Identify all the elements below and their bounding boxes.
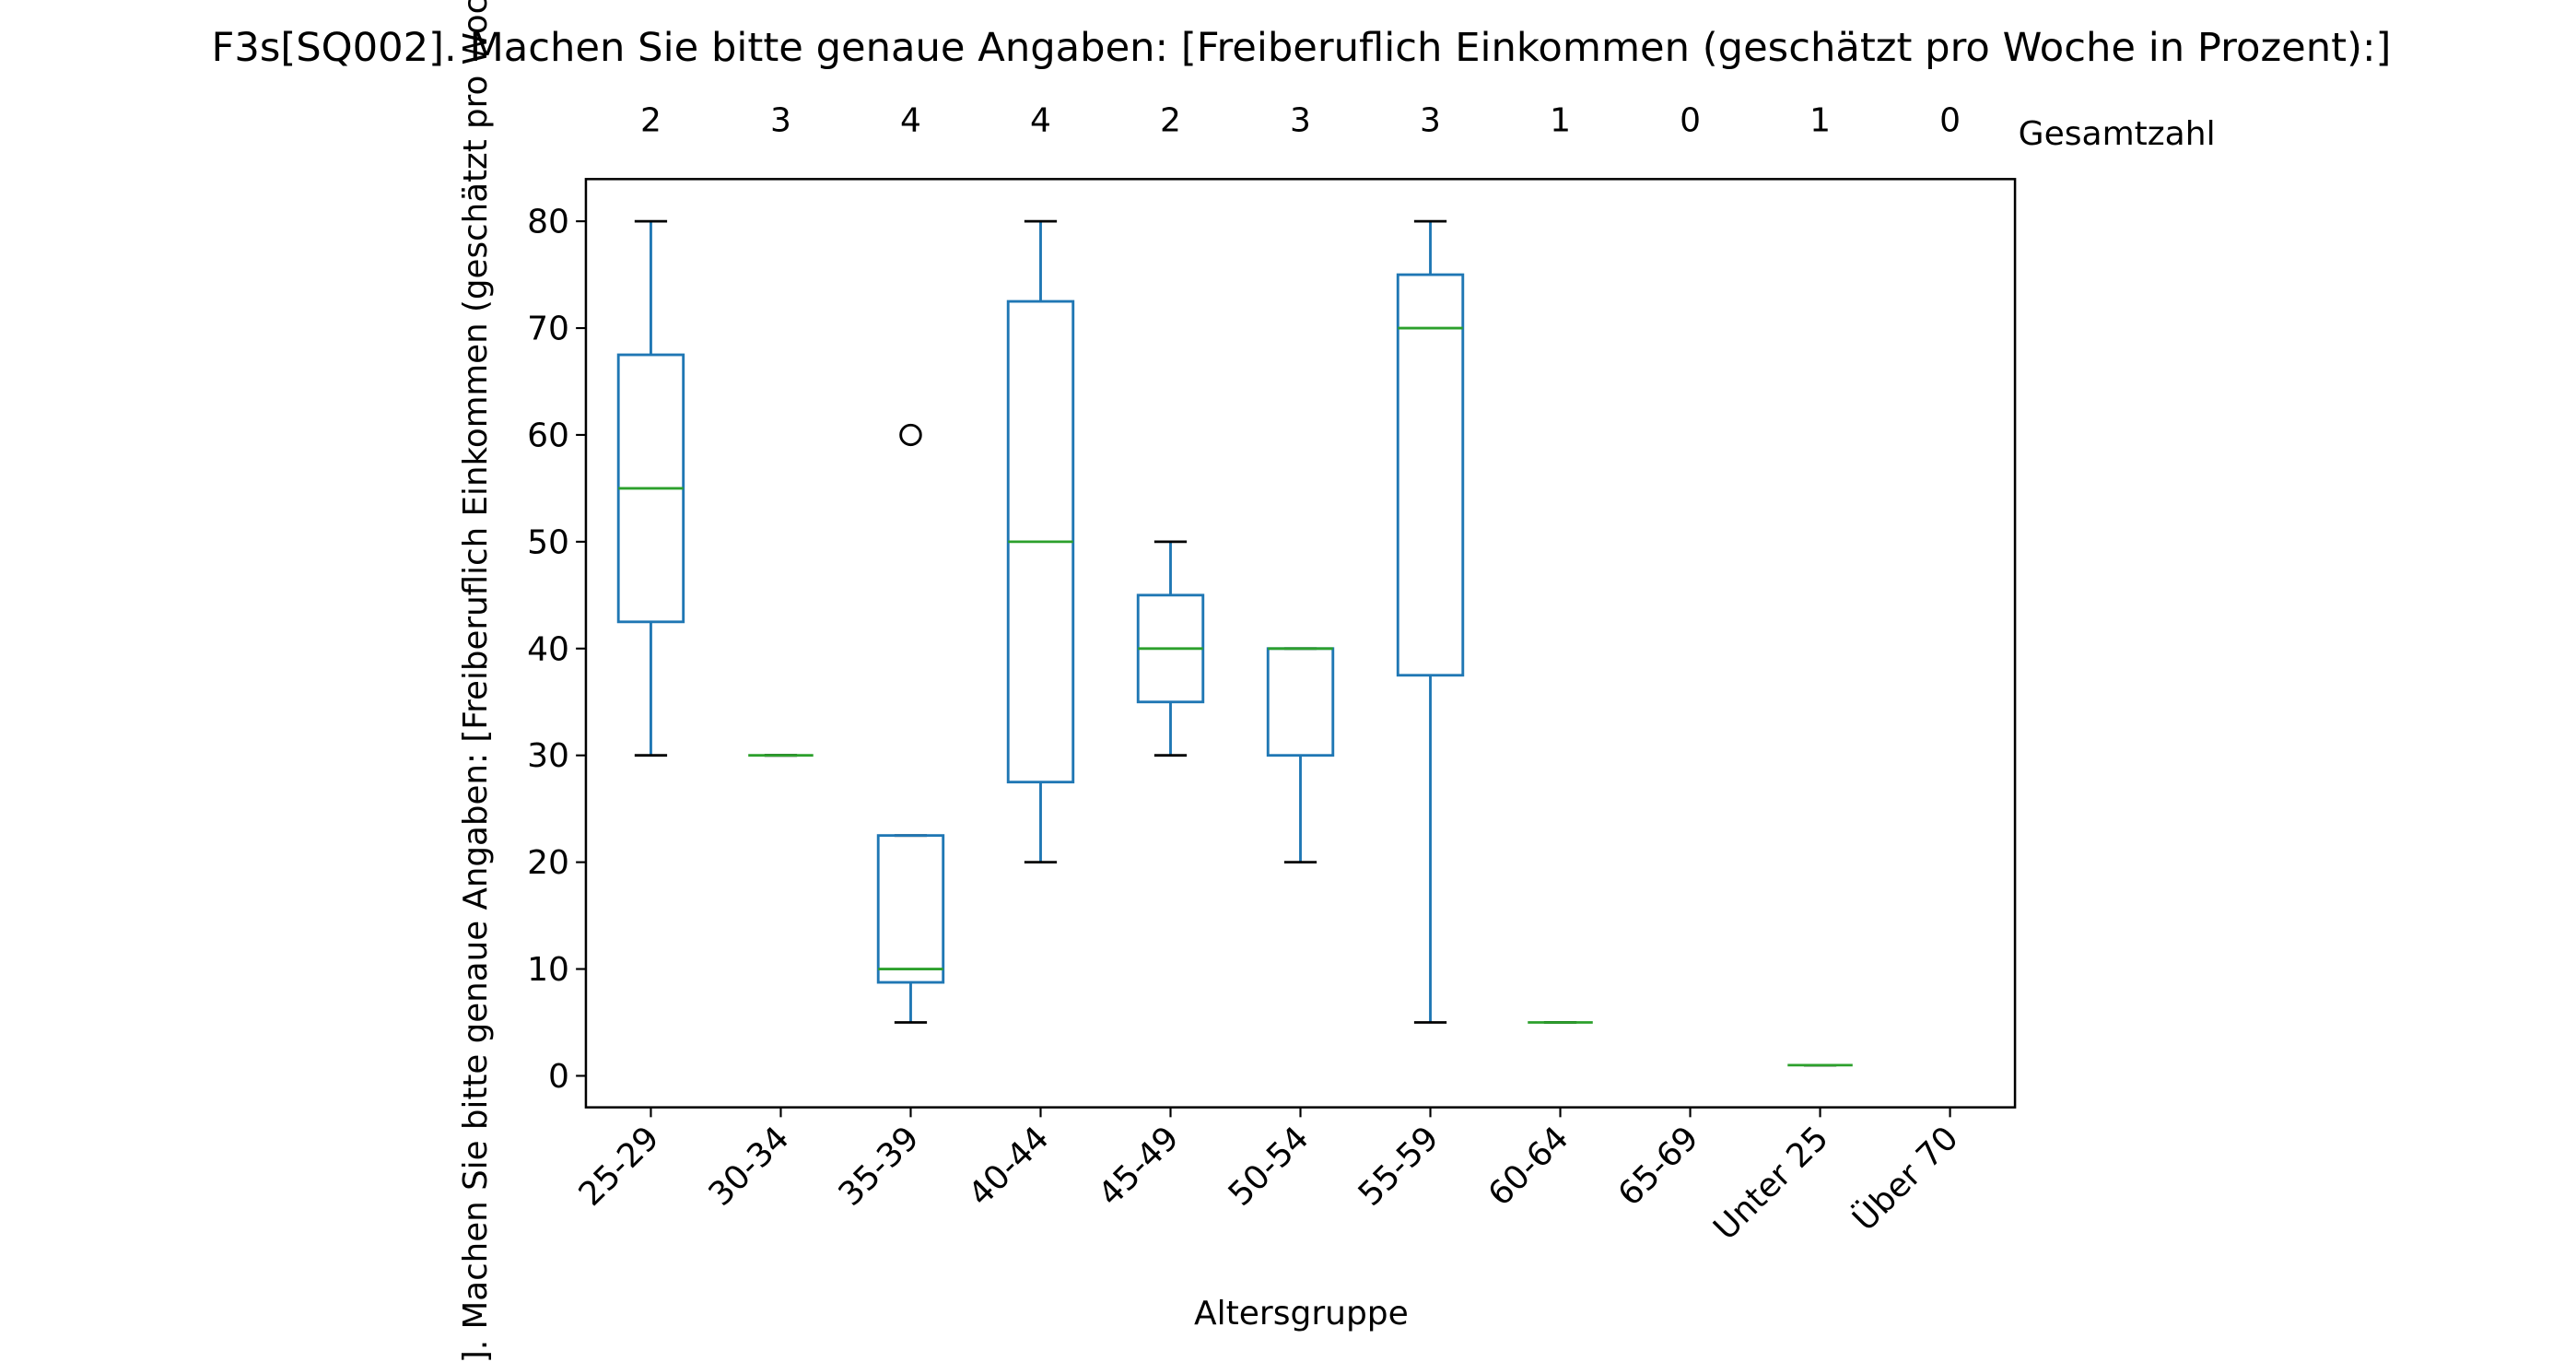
- box: [1396, 273, 1465, 677]
- y-tick-label: 20: [527, 844, 569, 882]
- x-tick-label: 65-69: [1611, 1120, 1706, 1214]
- count-label: 4: [900, 102, 921, 140]
- y-tick-label: 70: [527, 311, 569, 348]
- box: [1266, 647, 1335, 757]
- x-tick-label: Über 70: [1844, 1119, 1965, 1239]
- x-tick-label: 25-29: [572, 1120, 667, 1214]
- counts-label: Gesamtzahl: [2019, 115, 2216, 153]
- x-tick-label: Unter 25: [1706, 1120, 1836, 1248]
- y-tick-label: 10: [527, 951, 569, 989]
- x-tick-label: 60-64: [1481, 1120, 1576, 1214]
- count-label: 0: [1680, 102, 1701, 140]
- outlier: [899, 423, 922, 447]
- x-tick-label: 35-39: [832, 1120, 927, 1214]
- x-tick-label: 30-34: [702, 1120, 797, 1214]
- chart-title: F3s[SQ002]. Machen Sie bitte genaue Anga…: [211, 25, 2391, 71]
- y-tick-label: 0: [548, 1058, 569, 1096]
- y-axis-label: F3s[SQ002]. Machen Sie bitte genaue Anga…: [457, 0, 495, 1362]
- box: [876, 834, 945, 984]
- count-label: 3: [1420, 102, 1441, 140]
- x-tick-label: 50-54: [1222, 1120, 1317, 1214]
- count-label: 2: [640, 102, 662, 140]
- y-tick-label: 30: [527, 737, 569, 775]
- plot-frame: [584, 178, 2017, 1109]
- count-label: 3: [770, 102, 791, 140]
- x-axis-label: Altersgruppe: [1194, 1295, 1409, 1333]
- x-tick-label: 55-59: [1352, 1120, 1446, 1214]
- count-label: 2: [1160, 102, 1181, 140]
- count-label: 3: [1290, 102, 1311, 140]
- y-tick-label: 60: [527, 417, 569, 455]
- count-label: 1: [1550, 102, 1571, 140]
- y-tick-label: 40: [527, 630, 569, 668]
- x-tick-label: 40-44: [962, 1120, 1057, 1214]
- count-label: 1: [1809, 102, 1831, 140]
- y-tick-label: 80: [527, 204, 569, 241]
- y-tick-label: 50: [527, 524, 569, 562]
- x-tick-label: 45-49: [1092, 1120, 1187, 1214]
- count-label: 0: [1939, 102, 1961, 140]
- count-label: 4: [1030, 102, 1051, 140]
